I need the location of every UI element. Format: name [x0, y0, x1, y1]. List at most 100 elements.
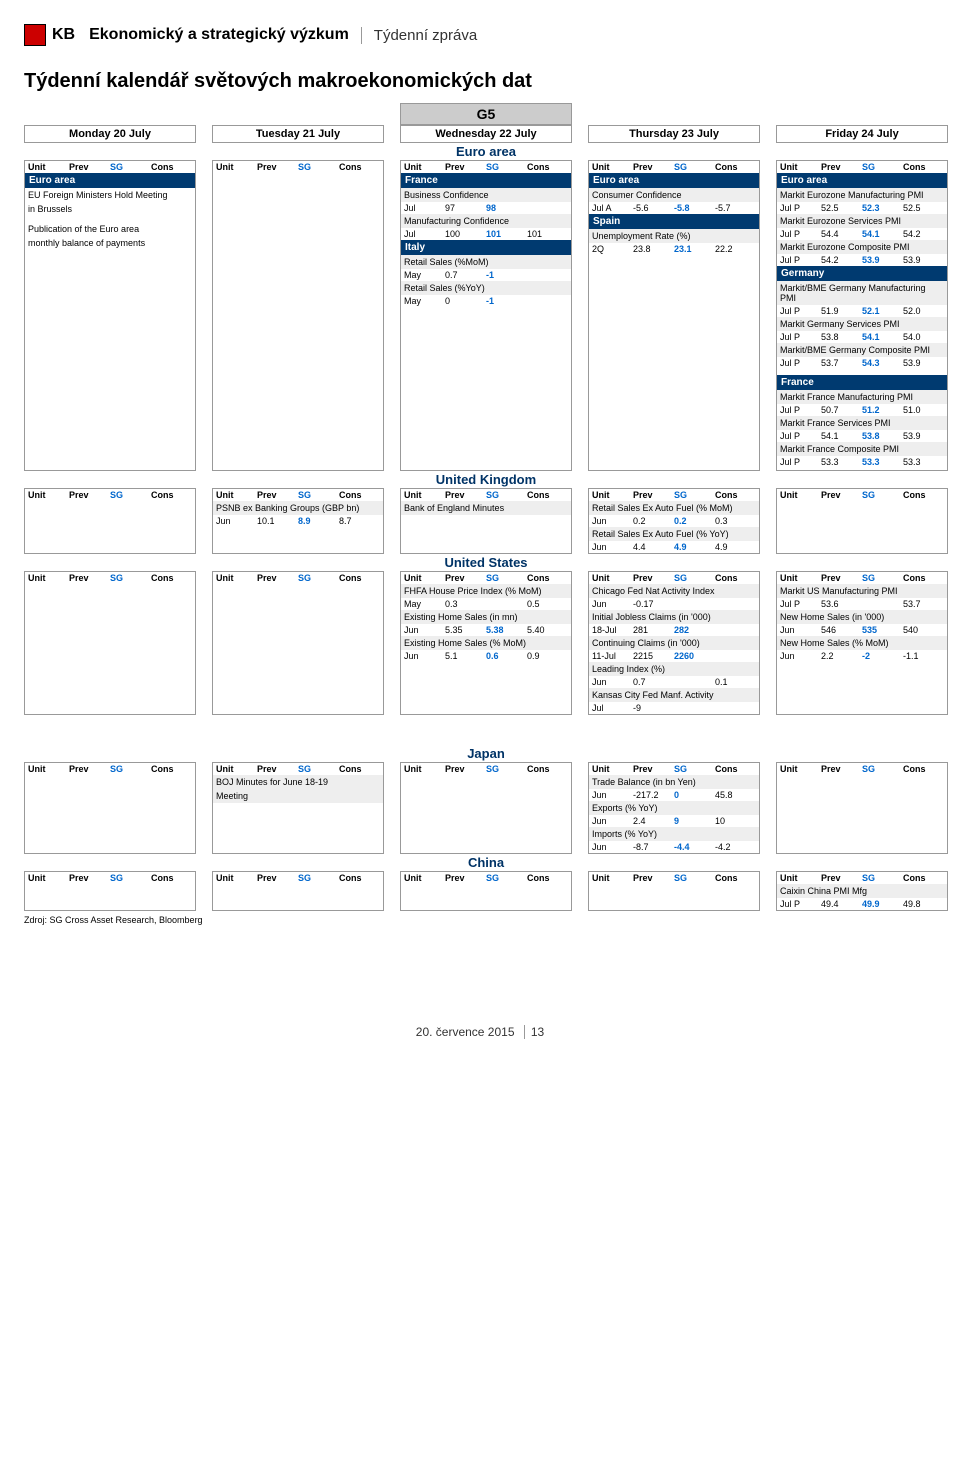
- uk-rs-yoy-label: Retail Sales Ex Auto Fuel (% YoY): [589, 527, 759, 541]
- ehs-mom-row: Jun5.10.60.9: [401, 650, 571, 662]
- mez-comp-label: Markit Eurozone Composite PMI: [777, 240, 947, 254]
- unit-header: UnitPrevSGCons: [213, 872, 383, 884]
- ehs-mom-label: Existing Home Sales (% MoM): [401, 636, 571, 650]
- kc-label: Kansas City Fed Manf. Activity: [589, 688, 759, 702]
- tag-italy: Italy: [401, 240, 571, 255]
- bc-row: Jul9798: [401, 202, 571, 214]
- mus-label: Markit US Manufacturing PMI: [777, 584, 947, 598]
- kc-row: Jul-9: [589, 702, 759, 714]
- li-row: Jun0.70.1: [589, 676, 759, 688]
- kb-logo-icon: [24, 24, 46, 46]
- kb-logo-text: KB: [52, 26, 75, 44]
- caixin-row: Jul P49.449.949.8: [777, 898, 947, 910]
- contc-row: 11-Jul22152260: [589, 650, 759, 662]
- region-china: China: [400, 854, 572, 871]
- rs-yoy-label: Retail Sales (%YoY): [401, 281, 571, 295]
- mc-label: Manufacturing Confidence: [401, 214, 571, 228]
- unit-header: UnitPrevSGCons: [25, 161, 195, 173]
- japan-block: UnitPrevSGCons UnitPrevSGCons BOJ Minute…: [24, 762, 936, 854]
- bc-label: Business Confidence: [401, 188, 571, 202]
- tb-label: Trade Balance (in bn Yen): [589, 775, 759, 789]
- euro-mon-l4: monthly balance of payments: [25, 236, 195, 250]
- header-subtitle: Týdenní zpráva: [361, 27, 477, 44]
- day-tue: Tuesday 21 July: [212, 125, 384, 143]
- ijc-label: Initial Jobless Claims (in '000): [589, 610, 759, 624]
- ehs-row: Jun5.355.385.40: [401, 624, 571, 636]
- contc-label: Continuing Claims (in '000): [589, 636, 759, 650]
- uk-rs-yoy-row: Jun4.44.94.9: [589, 541, 759, 553]
- ur-label: Unemployment Rate (%): [589, 229, 759, 243]
- g5-label: G5: [400, 103, 572, 125]
- page-title: Týdenní kalendář světových makroekonomic…: [24, 70, 936, 93]
- fhfa-row: May0.30.5: [401, 598, 571, 610]
- unit-header: UnitPrevSGCons: [25, 763, 195, 775]
- boj-label2: Meeting: [213, 789, 383, 803]
- nhs-mom-label: New Home Sales (% MoM): [777, 636, 947, 650]
- tag-france: France: [401, 173, 571, 188]
- nhs-row: Jun546535540: [777, 624, 947, 636]
- tb-row: Jun-217.2045.8: [589, 789, 759, 801]
- euro-mon-l1: EU Foreign Ministers Hold Meeting: [25, 188, 195, 202]
- li-label: Leading Index (%): [589, 662, 759, 676]
- rs-mom-label: Retail Sales (%MoM): [401, 255, 571, 269]
- unit-header: UnitPrevSGCons: [213, 763, 383, 775]
- unit-header: UnitPrevSGCons: [589, 572, 759, 584]
- unit-header: UnitPrevSGCons: [777, 763, 947, 775]
- footer-date: 20. července 2015: [416, 1025, 515, 1039]
- unit-header: UnitPrevSGCons: [589, 872, 759, 884]
- unit-header: UnitPrevSGCons: [777, 572, 947, 584]
- rs-mom-row: May0.7-1: [401, 269, 571, 281]
- mez-svc-row: Jul P54.454.154.2: [777, 228, 947, 240]
- day-thu: Thursday 23 July: [588, 125, 760, 143]
- chi-row: Jun-0.17: [589, 598, 759, 610]
- doc-header: KB Ekonomický a strategický výzkum Týden…: [24, 24, 936, 46]
- china-block: UnitPrevSGCons UnitPrevSGCons UnitPrevSG…: [24, 871, 936, 911]
- day-mon: Monday 20 July: [24, 125, 196, 143]
- day-wed: Wednesday 22 July: [400, 125, 572, 143]
- us-block: UnitPrevSGCons UnitPrevSGCons UnitPrevSG…: [24, 571, 936, 715]
- unit-header: UnitPrevSGCons: [589, 161, 759, 173]
- ger-comp-label: Markit/BME Germany Composite PMI: [777, 343, 947, 357]
- cc-label: Consumer Confidence: [589, 188, 759, 202]
- nhs-mom-row: Jun2.2-2-1.1: [777, 650, 947, 662]
- fr-mfg-row: Jul P50.751.251.0: [777, 404, 947, 416]
- unit-header: UnitPrevSGCons: [401, 572, 571, 584]
- psnb-row: Jun10.18.98.7: [213, 515, 383, 527]
- boj-label: BOJ Minutes for June 18-19: [213, 775, 383, 789]
- footer-page: 13: [531, 1025, 544, 1039]
- mez-comp-row: Jul P54.253.953.9: [777, 254, 947, 266]
- uk-rs-mom-row: Jun0.20.20.3: [589, 515, 759, 527]
- tag-spain: Spain: [589, 214, 759, 229]
- unit-header: UnitPrevSGCons: [25, 489, 195, 501]
- day-fri: Friday 24 July: [776, 125, 948, 143]
- unit-header: UnitPrevSGCons: [401, 872, 571, 884]
- unit-header: UnitPrevSGCons: [777, 161, 947, 173]
- unit-header: UnitPrevSGCons: [213, 161, 383, 173]
- uk-block: UnitPrevSGCons UnitPrevSGCons PSNB ex Ba…: [24, 488, 936, 554]
- boe-label: Bank of England Minutes: [401, 501, 571, 515]
- exp-label: Exports (% YoY): [589, 801, 759, 815]
- unit-header: UnitPrevSGCons: [25, 572, 195, 584]
- euro-mon-l2: in Brussels: [25, 202, 195, 216]
- tag-euro-area: Euro area: [25, 173, 195, 188]
- fhfa-label: FHFA House Price Index (% MoM): [401, 584, 571, 598]
- region-euro: Euro area: [400, 143, 572, 160]
- tag-germany: Germany: [777, 266, 947, 281]
- region-uk: United Kingdom: [400, 471, 572, 488]
- tag-france: France: [777, 375, 947, 390]
- unit-header: UnitPrevSGCons: [401, 763, 571, 775]
- unit-header: UnitPrevSGCons: [777, 872, 947, 884]
- unit-header: UnitPrevSGCons: [213, 572, 383, 584]
- header-title: Ekonomický a strategický výzkum: [89, 26, 349, 44]
- ger-mfg-label: Markit/BME Germany Manufacturing PMI: [777, 281, 947, 305]
- unit-header: UnitPrevSGCons: [401, 489, 571, 501]
- region-us: United States: [400, 554, 572, 571]
- unit-header: UnitPrevSGCons: [213, 489, 383, 501]
- mez-mfg-label: Markit Eurozone Manufacturing PMI: [777, 188, 947, 202]
- mez-svc-label: Markit Eurozone Services PMI: [777, 214, 947, 228]
- unit-header: UnitPrevSGCons: [589, 489, 759, 501]
- tag-euro-area: Euro area: [777, 173, 947, 188]
- ehs-label: Existing Home Sales (in mn): [401, 610, 571, 624]
- unit-header: UnitPrevSGCons: [25, 872, 195, 884]
- unit-header: UnitPrevSGCons: [777, 489, 947, 501]
